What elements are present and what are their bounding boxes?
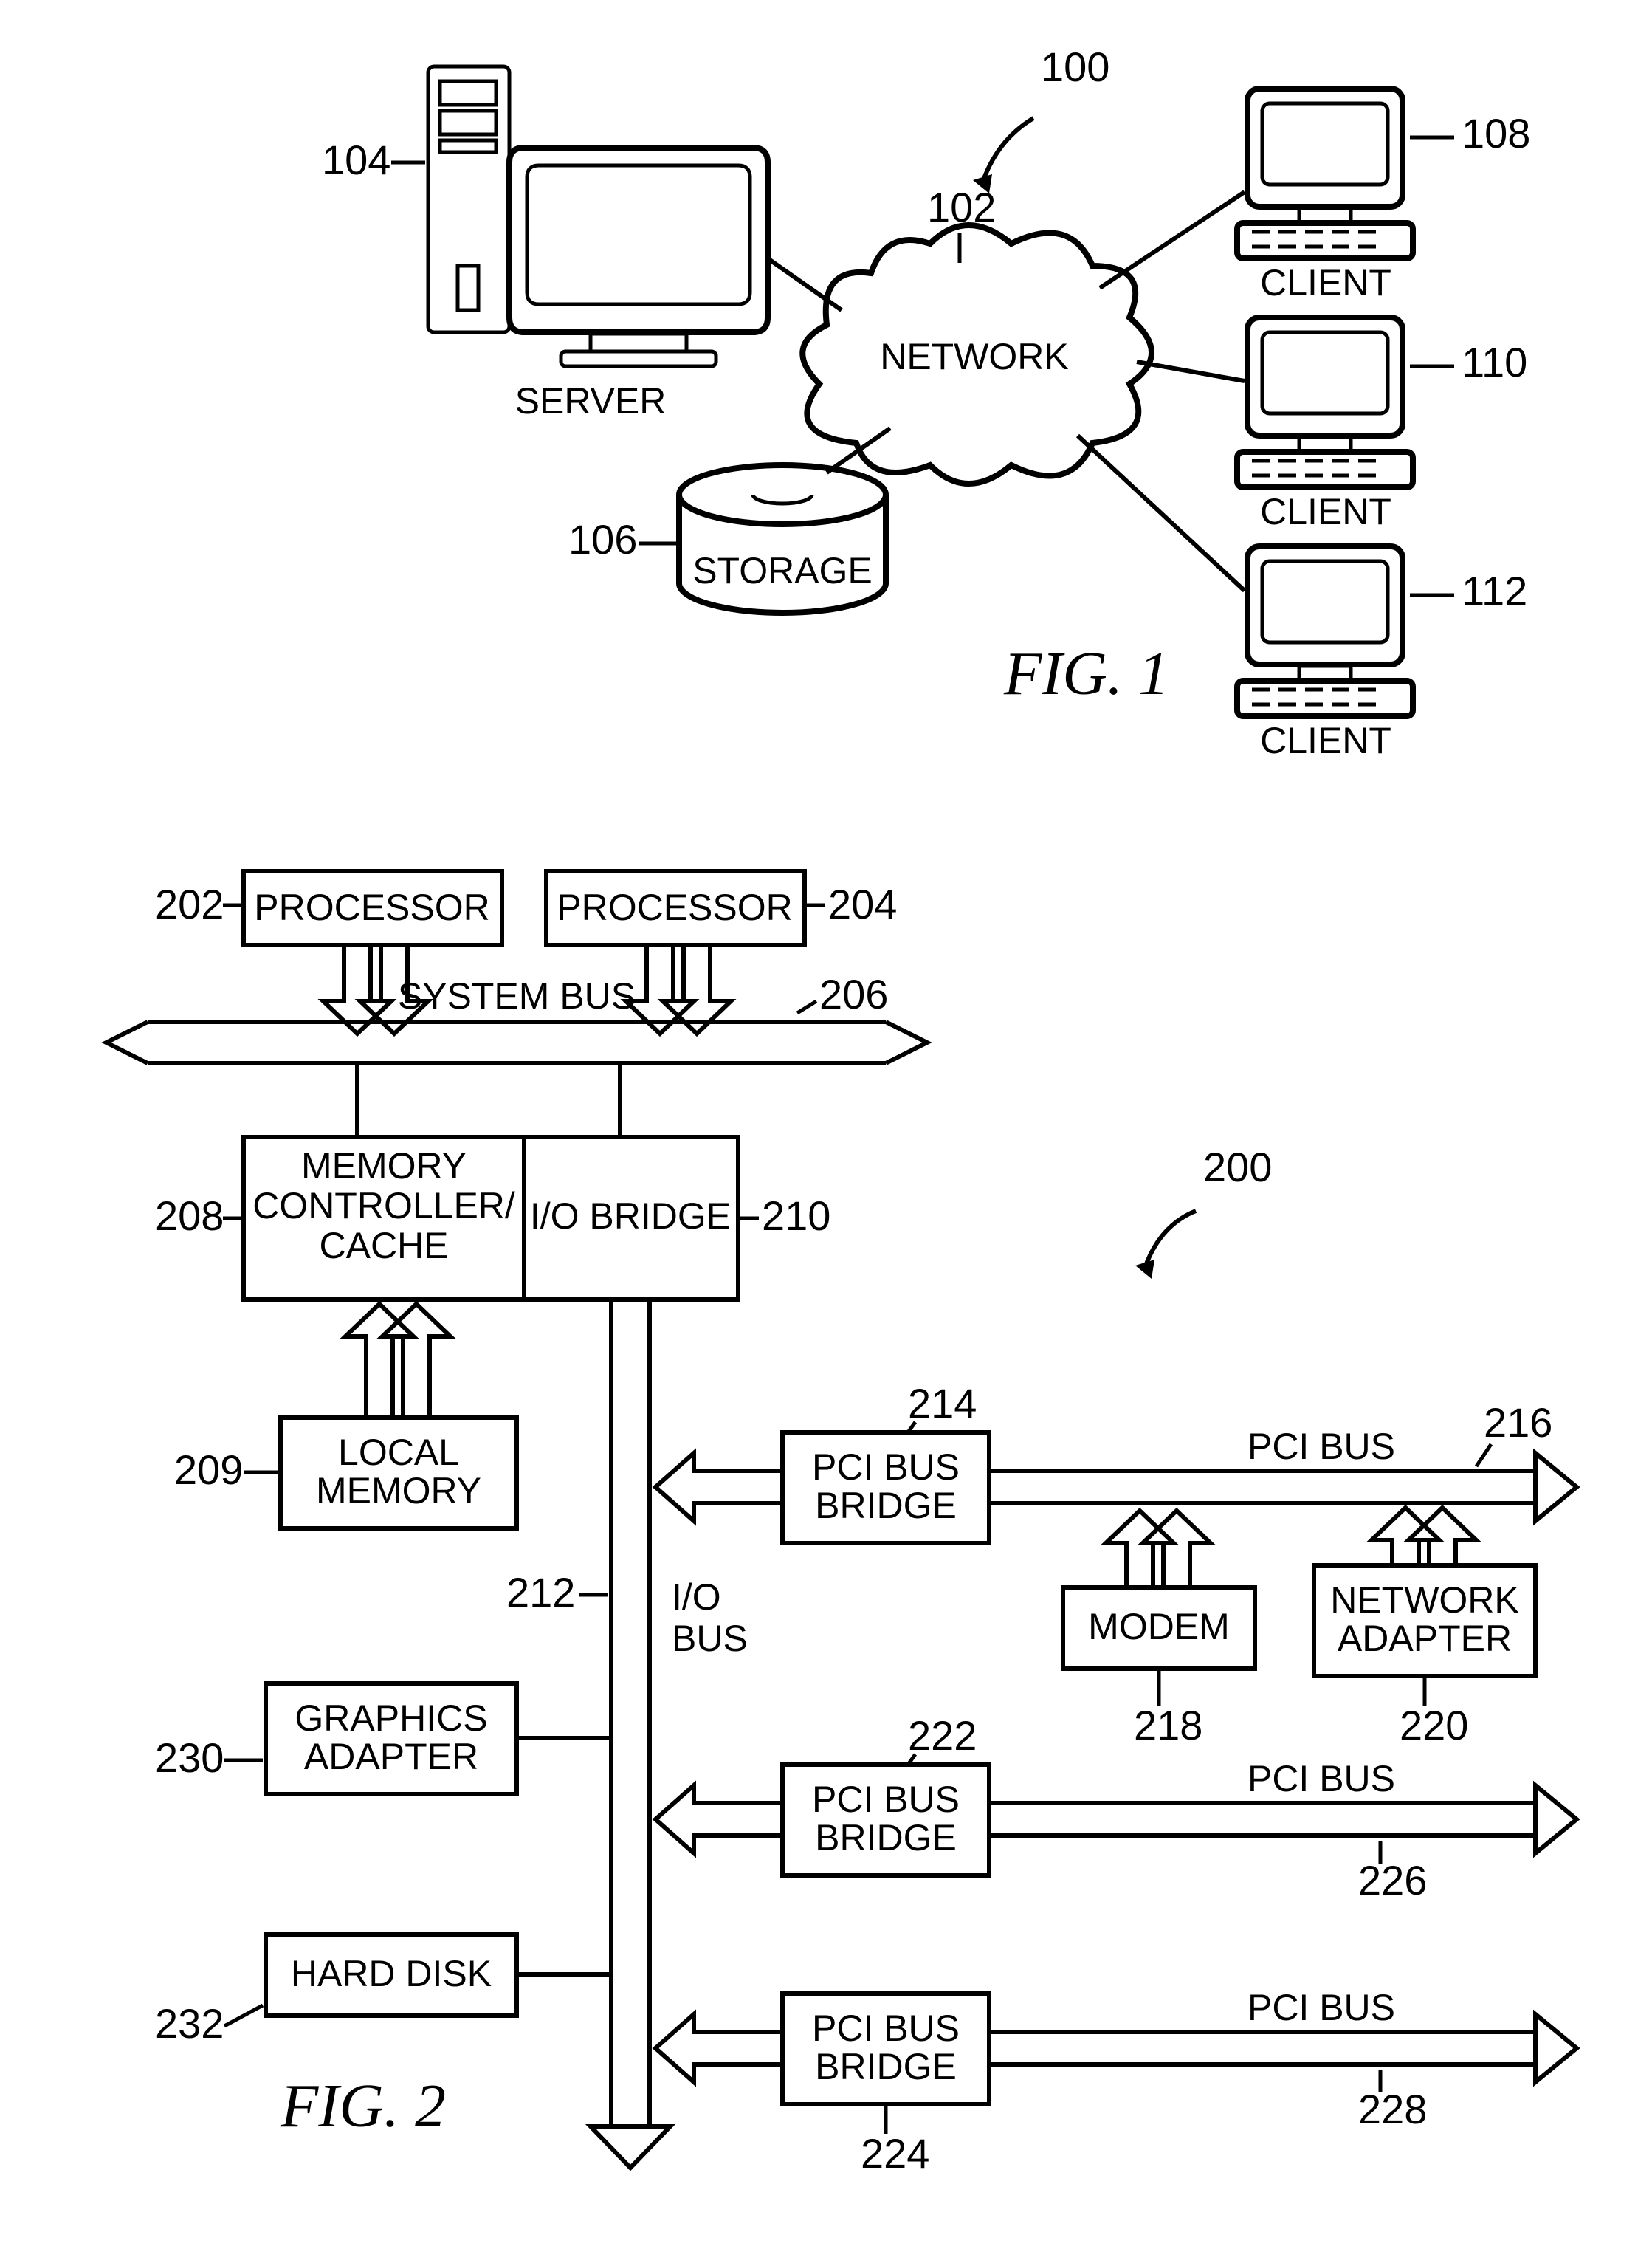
ref-224: 224 bbox=[861, 2130, 929, 2177]
localmem-l1: LOCAL bbox=[338, 1432, 459, 1473]
ref-209: 209 bbox=[174, 1446, 243, 1493]
ref-230: 230 bbox=[155, 1734, 224, 1781]
pci3-l2: BRIDGE bbox=[815, 2046, 957, 2087]
memctrl-l3: CACHE bbox=[319, 1225, 448, 1266]
pci2-l2: BRIDGE bbox=[815, 1817, 957, 1858]
netadapter-l1: NETWORK bbox=[1330, 1579, 1519, 1621]
ref-106: 106 bbox=[568, 516, 637, 563]
ref-102: 102 bbox=[927, 184, 996, 230]
iobus-l1: I/O bbox=[672, 1576, 721, 1618]
server-node: SERVER bbox=[428, 66, 768, 422]
ref-108: 108 bbox=[1462, 110, 1530, 157]
ref-208: 208 bbox=[155, 1192, 224, 1239]
storage-label: STORAGE bbox=[692, 550, 873, 591]
graphics-l2: ADAPTER bbox=[304, 1736, 478, 1777]
ref-218: 218 bbox=[1134, 1702, 1202, 1748]
pcibus3-label: PCI BUS bbox=[1247, 1987, 1395, 2028]
ref-200: 200 bbox=[1203, 1144, 1272, 1190]
ref-226: 226 bbox=[1358, 1857, 1427, 1903]
client-2-label: CLIENT bbox=[1260, 491, 1391, 532]
ref-228: 228 bbox=[1358, 2086, 1427, 2132]
arrow-local-mem bbox=[345, 1304, 450, 1418]
netadapter-l2: ADAPTER bbox=[1338, 1618, 1512, 1659]
localmem-l2: MEMORY bbox=[316, 1470, 481, 1511]
pci3-l1: PCI BUS bbox=[812, 2008, 960, 2049]
modem-label: MODEM bbox=[1088, 1606, 1230, 1647]
sysbus-label: SYSTEM BUS bbox=[398, 975, 636, 1017]
server-label: SERVER bbox=[515, 380, 667, 422]
hdd-label: HARD DISK bbox=[291, 1953, 492, 1994]
ref-112: 112 bbox=[1462, 568, 1527, 614]
pcibus1-label: PCI BUS bbox=[1247, 1426, 1395, 1467]
client-1: CLIENT bbox=[1237, 89, 1413, 303]
fig1-caption: FIG. 1 bbox=[1003, 639, 1169, 708]
client-3: CLIENT bbox=[1237, 546, 1413, 761]
iobridge-label: I/O BRIDGE bbox=[530, 1195, 731, 1237]
ref-232: 232 bbox=[155, 2000, 224, 2047]
ref-216: 216 bbox=[1484, 1399, 1552, 1446]
graphics-l1: GRAPHICS bbox=[295, 1697, 487, 1739]
pci2-l1: PCI BUS bbox=[812, 1779, 960, 1820]
iobus-l2: BUS bbox=[672, 1618, 748, 1659]
ref-206: 206 bbox=[819, 971, 888, 1017]
ref-100: 100 bbox=[1041, 44, 1109, 90]
ref-212: 212 bbox=[506, 1569, 575, 1615]
processor-1-label: PROCESSOR bbox=[254, 887, 490, 928]
pci1-l2: BRIDGE bbox=[815, 1485, 957, 1526]
ref-204: 204 bbox=[828, 881, 897, 927]
processor-2-label: PROCESSOR bbox=[557, 887, 793, 928]
ref-104: 104 bbox=[322, 137, 390, 183]
ref-202: 202 bbox=[155, 881, 224, 927]
ref-222: 222 bbox=[908, 1712, 977, 1759]
pci-bus-3: PCI BUS bbox=[989, 1987, 1577, 2082]
fig2-caption: FIG. 2 bbox=[280, 2072, 446, 2140]
network-cloud: NETWORK bbox=[802, 225, 1152, 484]
arrow-netadapter-bus bbox=[1371, 1508, 1476, 1565]
client-3-label: CLIENT bbox=[1260, 720, 1391, 761]
memctrl-l1: MEMORY bbox=[301, 1145, 467, 1187]
arrow-modem-bus bbox=[1106, 1511, 1211, 1587]
storage-node: STORAGE bbox=[679, 465, 886, 613]
pci1-l1: PCI BUS bbox=[812, 1446, 960, 1488]
ref-210: 210 bbox=[762, 1192, 830, 1239]
ref-220: 220 bbox=[1400, 1702, 1468, 1748]
ref-214: 214 bbox=[908, 1380, 977, 1426]
client-2: CLIENT bbox=[1237, 317, 1413, 532]
memctrl-l2: CONTROLLER/ bbox=[252, 1185, 515, 1226]
network-label: NETWORK bbox=[880, 336, 1069, 377]
client-1-label: CLIENT bbox=[1260, 262, 1391, 303]
ref-110: 110 bbox=[1462, 339, 1527, 385]
pci-bus-2: PCI BUS bbox=[989, 1758, 1577, 1853]
pcibus2-label: PCI BUS bbox=[1247, 1758, 1395, 1799]
system-bus: SYSTEM BUS bbox=[106, 975, 927, 1063]
